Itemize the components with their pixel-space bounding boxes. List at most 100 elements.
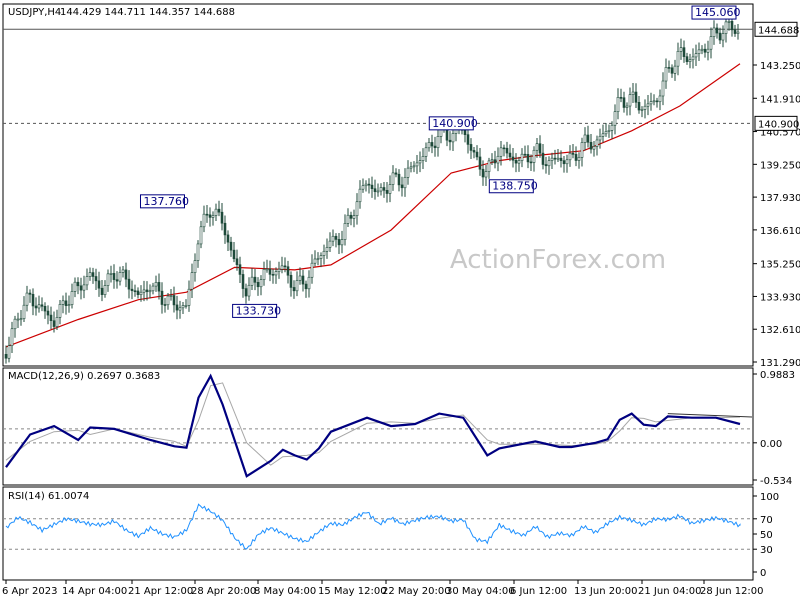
candle-body	[430, 142, 434, 147]
candle-body	[91, 272, 95, 277]
candle-body	[106, 273, 110, 286]
macd-trend-line	[667, 413, 753, 418]
candle-body	[292, 287, 296, 292]
candle-body	[526, 154, 530, 163]
candle-body	[256, 282, 260, 288]
candle-body	[217, 208, 221, 213]
candle-body	[634, 91, 638, 103]
candle-body	[283, 265, 287, 268]
candle-body	[301, 275, 305, 285]
rsi-tick-label: 50	[760, 530, 773, 541]
candle-body	[382, 187, 386, 191]
candle-body	[421, 156, 425, 161]
candle-body	[451, 133, 455, 143]
candle-body	[349, 214, 353, 219]
candle-body	[286, 266, 290, 276]
candle-body	[133, 290, 137, 293]
candle-body	[715, 27, 719, 34]
candle-body	[727, 21, 731, 23]
candle-body	[13, 318, 17, 330]
candle-body	[370, 184, 374, 189]
candle-body	[55, 317, 59, 327]
candle-body	[640, 109, 644, 111]
candle-body	[652, 100, 656, 103]
rsi-axis: 100 70 50 30 0	[753, 492, 779, 579]
candle-body	[154, 282, 158, 287]
candle-body	[316, 258, 320, 260]
candle-body	[472, 150, 476, 153]
candle-body	[250, 276, 254, 286]
price-tick-label: 132.610	[760, 325, 800, 336]
candle-body	[343, 223, 347, 240]
candle-body	[112, 273, 116, 280]
candle-body	[280, 265, 284, 270]
candle-body	[88, 272, 92, 277]
rsi-title: RSI(14) 61.0074	[8, 491, 89, 502]
candle-body	[412, 165, 416, 168]
candle-body	[229, 241, 233, 251]
callout-box	[488, 179, 534, 194]
candle-body	[163, 304, 167, 306]
candle-body	[523, 153, 527, 156]
candle-body	[193, 260, 197, 273]
macd-tick-label: 0.00	[760, 439, 782, 450]
candle-body	[670, 67, 674, 74]
candle-body	[322, 250, 326, 256]
time-tick-label: 6 Jun 12:00	[510, 586, 567, 597]
candle-body	[352, 215, 356, 219]
rsi-tick-label: 30	[760, 545, 773, 556]
candle-body	[220, 211, 224, 224]
candle-body	[94, 276, 98, 282]
candle-body	[52, 320, 56, 327]
candle-body	[403, 177, 407, 189]
price-panel-frame	[2, 3, 754, 367]
candle-body	[505, 147, 509, 154]
candle-body	[118, 272, 122, 282]
candle-body	[637, 101, 641, 111]
price-tick-label: 131.290	[760, 358, 800, 369]
candle-body	[49, 314, 53, 322]
candle-body	[520, 153, 524, 161]
candle-body	[148, 290, 152, 293]
candle-body	[400, 184, 404, 189]
candle-body	[67, 304, 71, 306]
candle-body	[265, 268, 269, 271]
candle-body	[142, 289, 146, 293]
candle-body	[124, 269, 128, 280]
callout-label: 145.060	[695, 6, 741, 19]
candle-body	[109, 273, 113, 275]
time-tick-label: 22 May 20:00	[382, 586, 451, 597]
candle-body	[436, 136, 440, 149]
rsi-panel: 100 70 50 30 0 RSI(14) 61.0074	[2, 486, 779, 581]
price-tick-label: 137.930	[760, 193, 800, 204]
time-tick-label: 30 May 04:00	[446, 586, 515, 597]
candle-body	[709, 36, 713, 50]
candle-body	[373, 188, 377, 192]
candle-body	[181, 305, 185, 309]
candle-body	[190, 272, 194, 290]
candle-body	[85, 276, 89, 286]
candle-body	[16, 318, 20, 321]
candle-body	[166, 295, 170, 306]
candle-body	[160, 290, 164, 305]
candle-body	[688, 59, 692, 62]
candle-body	[682, 47, 686, 57]
candle-body	[697, 49, 701, 54]
candle-body	[610, 124, 614, 131]
callout-box	[139, 194, 185, 209]
price-tick-label: 143.250	[760, 61, 800, 72]
candle-body	[568, 152, 572, 161]
price-tick-label: 140.570	[760, 128, 800, 139]
candle-body	[82, 284, 86, 291]
candle-body	[481, 168, 485, 178]
candle-body	[556, 157, 560, 160]
candle-body	[313, 258, 317, 264]
time-tick-label: 28 Apr 20:00	[191, 586, 256, 597]
time-tick-label: 6 Apr 2023	[2, 586, 57, 597]
candle-body	[127, 278, 131, 290]
candle-body	[235, 258, 239, 265]
candle-body	[367, 183, 371, 186]
candle-body	[589, 141, 593, 150]
